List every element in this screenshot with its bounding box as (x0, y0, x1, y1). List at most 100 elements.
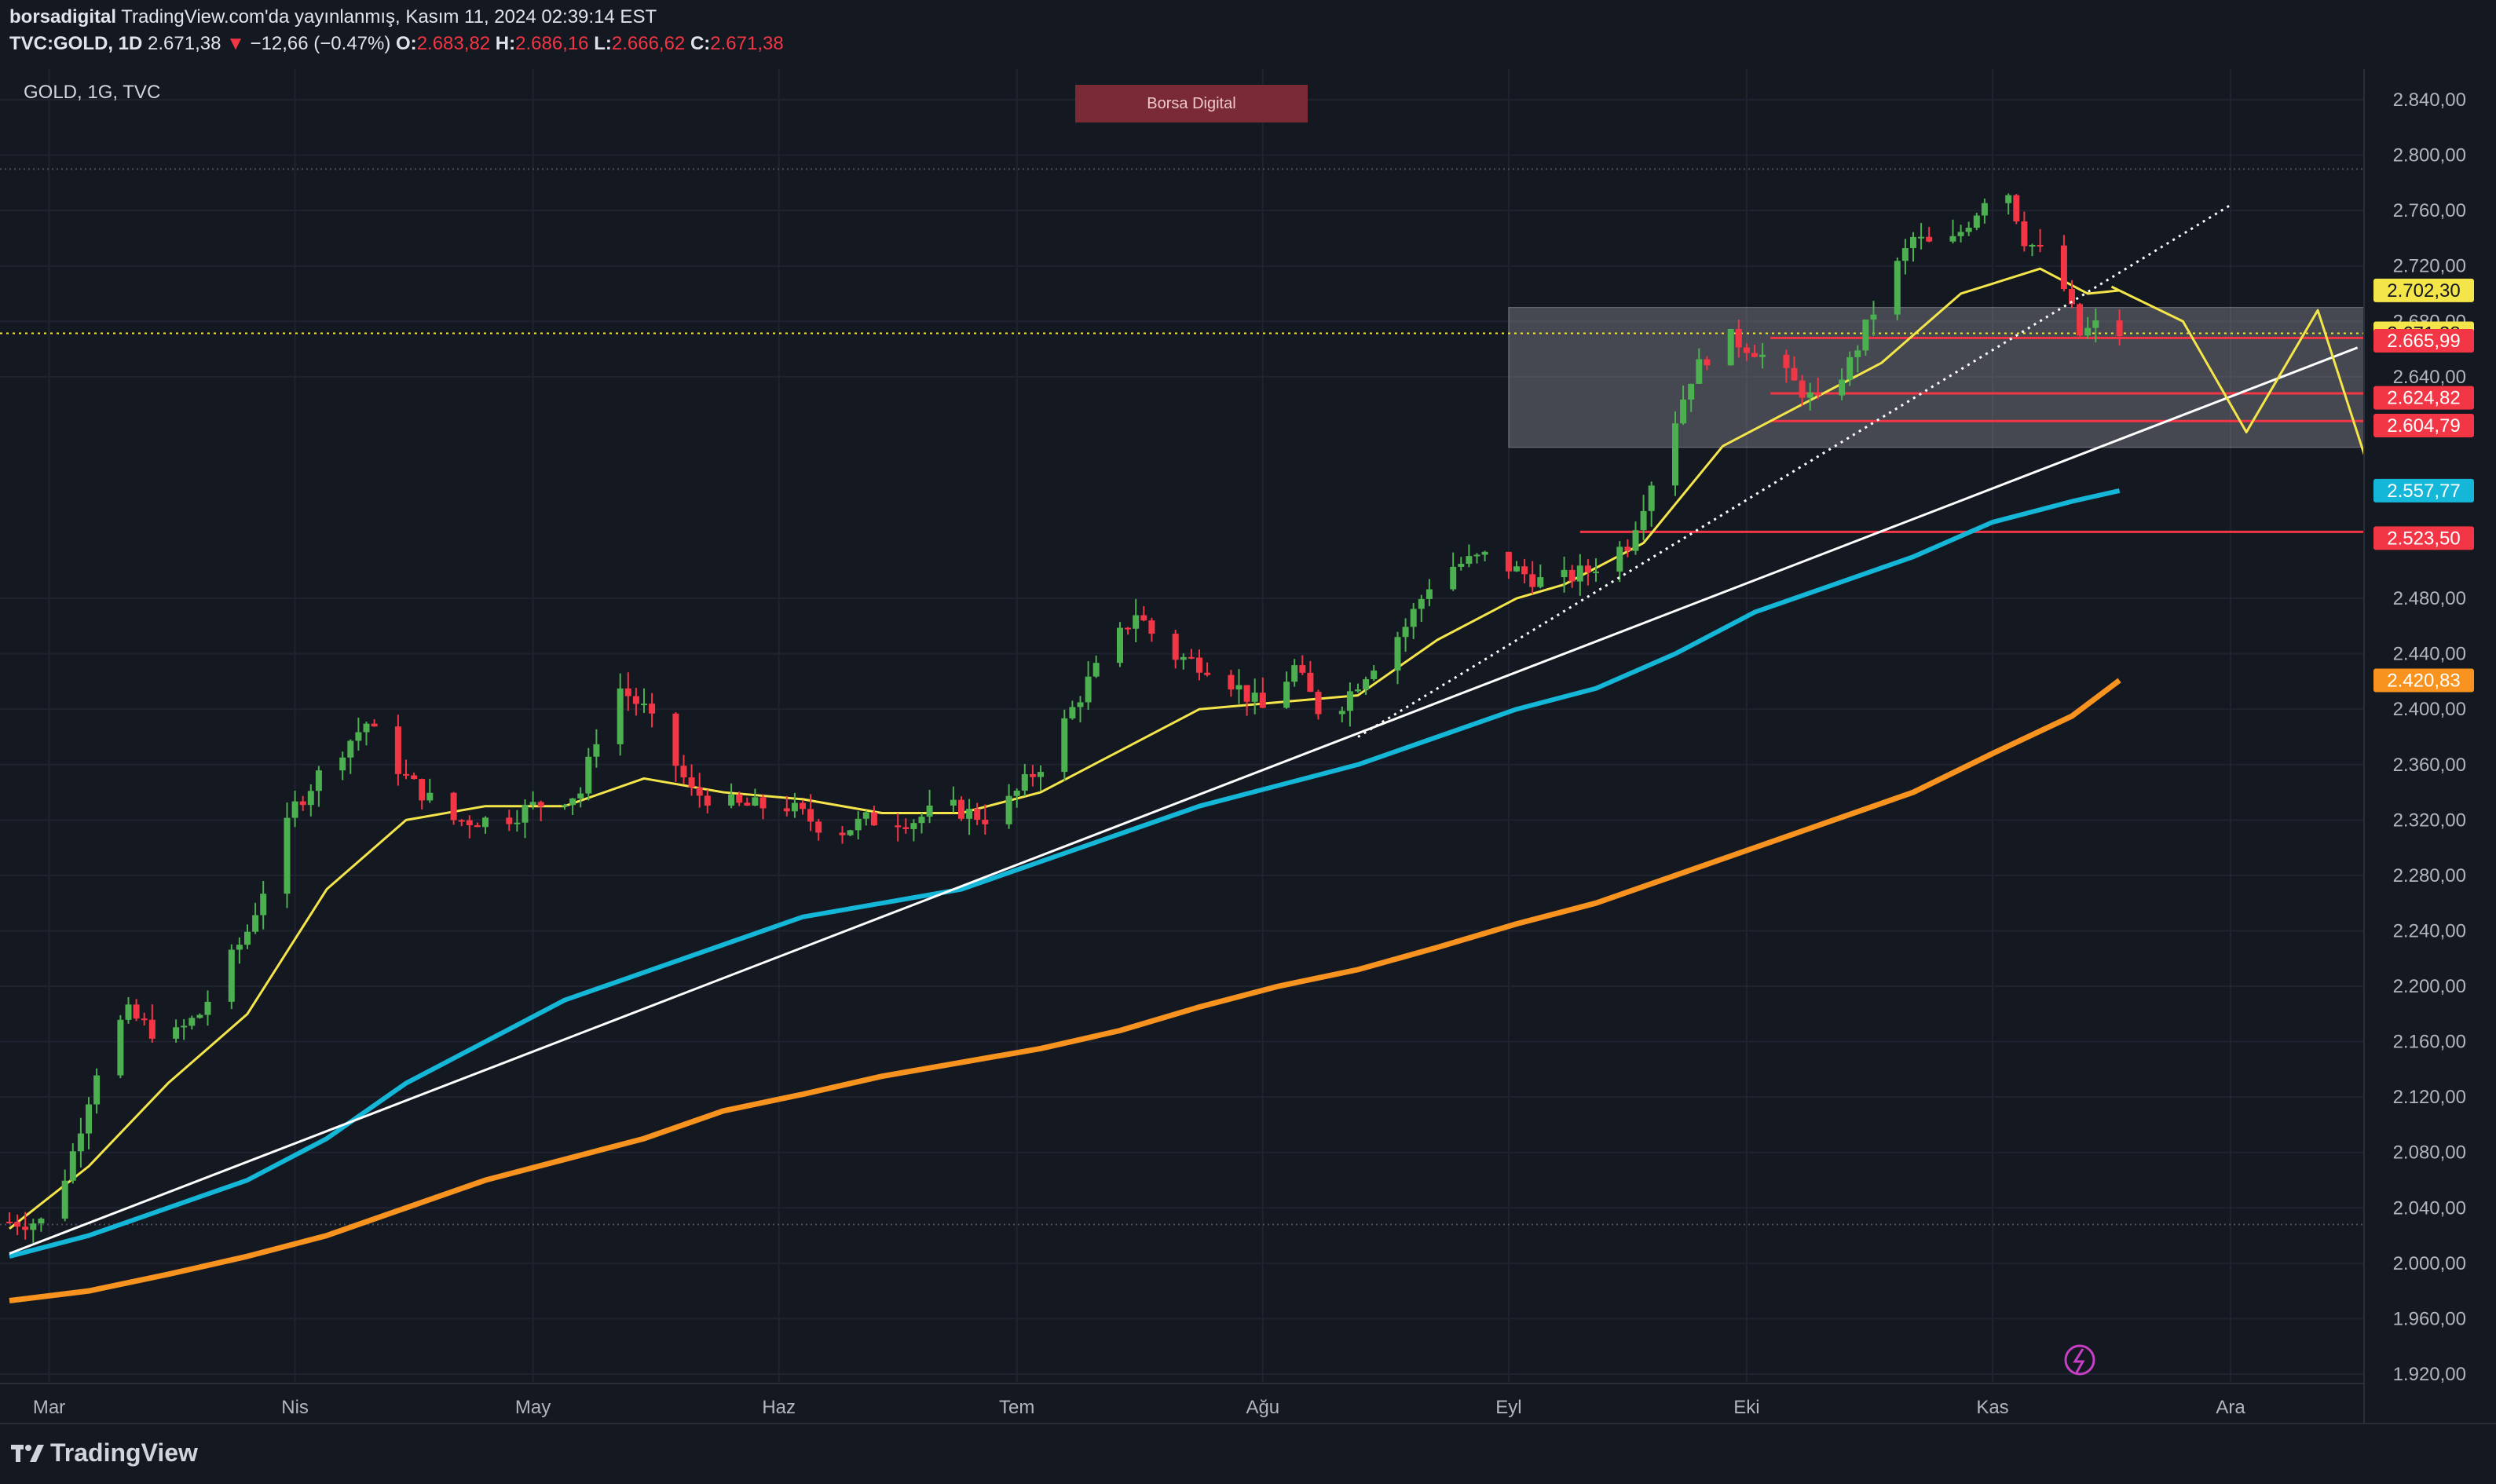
candle-up (1648, 485, 1655, 511)
candle-up (1371, 670, 1378, 679)
candle-up (1013, 790, 1020, 796)
candle-down (1259, 693, 1266, 708)
candles-group (6, 193, 2123, 1243)
candle-down (1315, 692, 1322, 715)
lightning-icon (2064, 1344, 2095, 1376)
candle-up (61, 1180, 68, 1219)
candle-up (1894, 261, 1901, 315)
candle-up (1672, 423, 1678, 486)
candle-up (1077, 702, 1084, 707)
candle-up (1418, 598, 1425, 609)
candle-down (1196, 657, 1202, 673)
candle-up (593, 744, 600, 757)
price-level-label: 2.523,50 (2387, 528, 2460, 549)
candle-up (910, 823, 917, 829)
candle-up (1839, 379, 1846, 396)
low-label: L: (594, 33, 612, 54)
candle-up (125, 1004, 132, 1020)
high-value: 2.686,16 (515, 33, 589, 54)
candle-down (1172, 634, 1179, 660)
candle-down (1926, 236, 1933, 242)
time-axis-label: Eki (1733, 1397, 1759, 1418)
candle-up (585, 756, 592, 794)
price-level-tag (2373, 526, 2474, 550)
lightning-icon-bolt (2073, 1348, 2085, 1373)
candle-down (1799, 380, 1806, 398)
candle-down (1751, 353, 1758, 357)
candle-up (1901, 248, 1909, 261)
chart-area[interactable]: 2.840,002.800,002.760,002.720,002.680,00… (0, 69, 2496, 1435)
candle-up (315, 770, 322, 791)
candle-up (1473, 554, 1480, 557)
candle-up (1862, 319, 1869, 351)
candle-down (537, 802, 544, 807)
candle-up (1291, 665, 1298, 682)
candle-up (529, 802, 536, 806)
candle-up (1870, 314, 1877, 320)
candle-up (1466, 556, 1473, 565)
price-level-tag (2373, 386, 2474, 410)
candle-up (862, 812, 869, 819)
footer-bar (0, 1423, 2496, 1484)
candle-up (173, 1027, 180, 1039)
candle-up (1727, 328, 1734, 366)
watermark-banner: Borsa Digital (1075, 85, 1308, 122)
candle-up (1854, 350, 1861, 357)
open-label: O: (396, 33, 417, 54)
candle-down (1568, 569, 1576, 582)
time-axis-label: Ara (2216, 1397, 2245, 1418)
candle-up (1085, 676, 1092, 703)
candle-down (744, 802, 751, 806)
candle-up (728, 794, 735, 806)
price-chart[interactable]: 2.840,002.800,002.760,002.720,002.680,00… (0, 69, 2496, 1435)
time-axis-label: Tem (999, 1397, 1034, 1418)
candle-down (1584, 565, 1591, 572)
candle-down (2077, 304, 2084, 336)
candle-up (363, 723, 370, 733)
candle-up (117, 1019, 124, 1076)
publish-text: TradingView.com'da yayınlanmış, Kasım 11… (121, 6, 657, 27)
candle-down (458, 820, 465, 822)
price-level-label: 2.702,30 (2387, 280, 2460, 302)
candle-up (196, 1014, 203, 1018)
price-tick-label: 2.720,00 (2393, 256, 2466, 277)
candle-up (847, 830, 854, 835)
candle-down (974, 808, 981, 820)
candle-down (299, 801, 306, 806)
price-tick-label: 2.440,00 (2393, 644, 2466, 665)
candle-down (450, 792, 457, 821)
candle-up (522, 805, 529, 823)
candle-up (355, 732, 362, 741)
candle-down (895, 825, 902, 828)
candle-up (577, 793, 584, 799)
candle-up (236, 945, 243, 950)
author-name[interactable]: borsadigital (9, 6, 117, 27)
candle-down (2116, 320, 2123, 337)
price-tick-label: 2.800,00 (2393, 145, 2466, 166)
candle-up (2084, 327, 2092, 336)
candle-down (982, 819, 989, 824)
candle-down (632, 696, 639, 704)
price-tick-label: 2.760,00 (2393, 200, 2466, 221)
candle-up (1537, 577, 1544, 587)
tradingview-logo[interactable]: TradingView (11, 1438, 198, 1468)
candle-down (394, 726, 401, 774)
candle-down (1243, 685, 1250, 702)
candle-down (736, 794, 743, 803)
candle-up (641, 704, 647, 706)
candle-down (2013, 195, 2020, 221)
time-axis-label: May (515, 1397, 551, 1418)
candle-up (244, 931, 251, 945)
candle-down (474, 825, 481, 828)
candle-up (339, 757, 346, 771)
candle-up (1450, 566, 1457, 590)
candle-up (1283, 682, 1290, 708)
close-label: C: (690, 33, 711, 54)
time-axis-label: Nis (281, 1397, 309, 1418)
chart-header: borsadigital TradingView.com'da yayınlan… (0, 0, 2496, 69)
time-axis-label: Eyl (1495, 1397, 1521, 1418)
candle-up (2092, 320, 2099, 328)
symbol-label[interactable]: TVC:GOLD, 1D (9, 33, 143, 54)
candle-up (1616, 546, 1623, 572)
candle-up (284, 817, 291, 894)
